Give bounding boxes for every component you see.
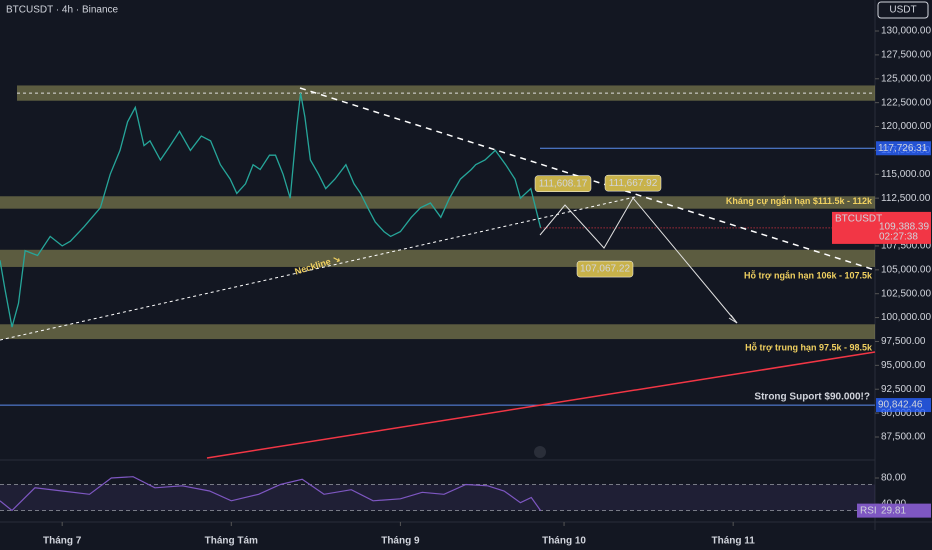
neckline-line <box>0 196 636 341</box>
last-price-tag <box>832 211 931 244</box>
y-tick-label: 95,000.00 <box>881 360 926 371</box>
y-tick-label: 122,500.00 <box>881 97 931 108</box>
price-tag <box>876 398 931 413</box>
y-tick-label: 120,000.00 <box>881 121 931 132</box>
rsi-name: RSI <box>860 505 877 516</box>
x-tick-label: Tháng 9 <box>381 536 420 547</box>
y-tick-label: 92,500.00 <box>881 384 926 395</box>
callout-label: 111,667.92 <box>609 178 658 189</box>
callout-box <box>604 174 662 192</box>
callout-box <box>576 260 634 278</box>
price-line-series <box>0 92 542 328</box>
zone-label: Kháng cự ngắn hạn $111.5k - 112k <box>726 195 873 206</box>
y-tick-label: 125,000.00 <box>881 73 931 84</box>
callout-box <box>534 175 592 192</box>
callout-label: 111,608.17 <box>539 178 588 189</box>
x-tick-label: Tháng 10 <box>542 536 586 547</box>
countdown: 02:27:38 <box>879 232 918 243</box>
currency: USDT <box>889 5 916 16</box>
zone-label: Hỗ trợ ngắn hạn 106k - 107.5k <box>744 269 873 280</box>
y-tick-label: 127,500.00 <box>881 50 931 61</box>
callout-label: 107,067.22 <box>580 264 630 275</box>
arrow-head <box>728 314 738 324</box>
rsi-band <box>0 484 875 511</box>
y-tick-label: 107,500.00 <box>881 241 931 252</box>
support-trendline <box>206 351 876 459</box>
price-tag-label: 90,842.46 <box>878 400 923 411</box>
rsi-line <box>0 476 542 512</box>
plot-layer <box>0 30 879 526</box>
y-tick-label: 105,000.00 <box>881 264 931 275</box>
last-price-label: 109,388.39 <box>879 222 929 233</box>
x-tick-label: Tháng 11 <box>711 536 755 547</box>
price-tag-label: 117,726.31 <box>878 143 928 154</box>
currency-box <box>877 1 929 19</box>
price-line-note: Strong Suport $90.000!? <box>754 392 870 403</box>
zone <box>0 249 875 267</box>
y-tick-label: 112,500.00 <box>881 193 931 204</box>
x-tick-label: Tháng 7 <box>43 536 82 547</box>
header: BTCUSDT · 4h · Binance <box>6 5 119 16</box>
zone-label: Hỗ trợ trung hạn 97.5k - 98.5k <box>745 342 873 352</box>
y-tick-label: 102,500.00 <box>881 288 931 299</box>
price-tag <box>876 141 931 156</box>
y-tick-label: 100,000.00 <box>881 312 931 323</box>
event-icon <box>534 446 546 458</box>
zone <box>0 196 875 209</box>
zone <box>0 324 875 340</box>
y-tick-label: 90,000.00 <box>881 408 926 419</box>
y-tick-label: 87,500.00 <box>881 432 926 443</box>
x-tick-label: Tháng Tám <box>205 536 258 547</box>
symbol-tag: BTCUSDT <box>835 214 882 225</box>
rsi-last-label: 29.81 <box>881 505 906 516</box>
y-tick-label: 97,500.00 <box>881 336 926 347</box>
rsi-tag <box>857 503 931 518</box>
rsi-tick-label: 80.00 <box>881 473 906 484</box>
y-tick-label: 130,000.00 <box>881 26 931 37</box>
y-tick-label: 115,000.00 <box>881 169 931 180</box>
projection-path <box>539 197 738 324</box>
